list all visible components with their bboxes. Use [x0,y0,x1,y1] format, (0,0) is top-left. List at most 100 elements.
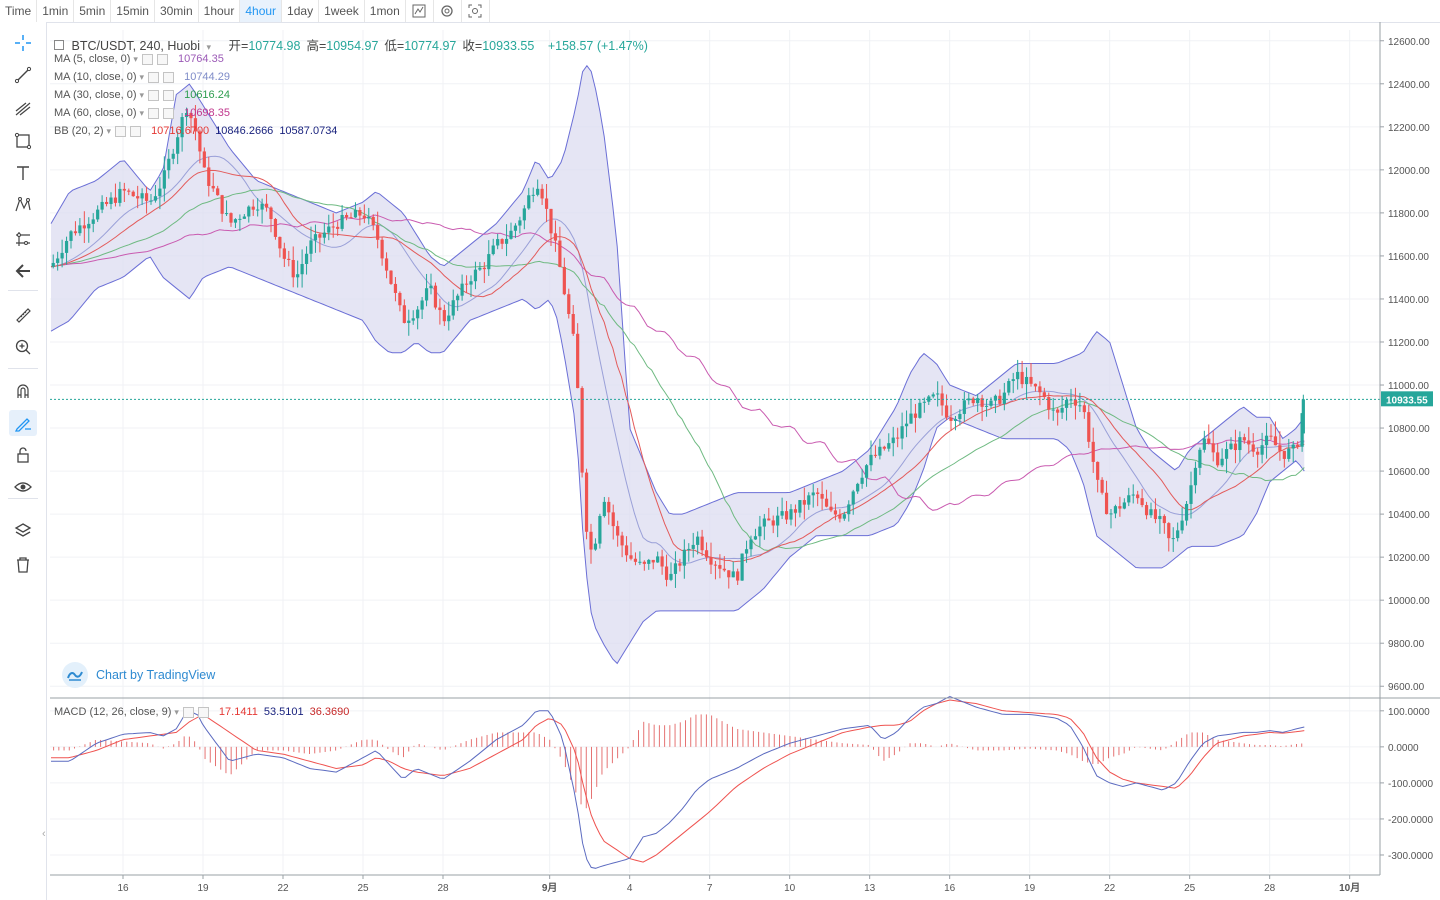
indicator-settings-icon[interactable] [182,706,194,718]
candle [1251,433,1255,457]
candle [300,249,304,288]
candle [184,107,189,126]
timeframe-4hour[interactable]: 4hour [240,0,283,22]
candle [282,242,286,267]
ohlc-label: 低= [384,39,405,53]
time-tick-label: 28 [1264,883,1276,894]
lock-icon[interactable] [9,442,37,468]
price-tick-label: 10800.00 [1388,424,1430,435]
indicator-name[interactable]: MA (10, close, 0) [54,71,137,83]
candle [807,492,811,510]
magnet-icon[interactable] [9,378,37,404]
indicator-legend[interactable]: MA (10, close, 0) ▾ 10744.29 [54,71,230,83]
timeframe-5min[interactable]: 5min [74,0,112,22]
macd-tick-label: -100.0000 [1388,779,1433,790]
chevron-down-icon[interactable]: ▾ [139,89,145,100]
candle [607,497,611,525]
indicator-close-icon[interactable] [163,107,175,119]
tradingview-watermark[interactable]: Chart by TradingView [62,662,215,688]
eye-icon[interactable] [9,474,37,500]
settings-icon[interactable] [434,0,462,22]
candle [500,238,504,250]
candle [771,515,775,534]
candle [340,205,344,232]
candle [1180,507,1184,534]
indicator-settings-icon[interactable] [115,125,127,137]
timeframe-1mon[interactable]: 1mon [365,0,406,22]
back-arrow-icon[interactable] [9,258,37,284]
candle [860,468,864,489]
screenshot-icon[interactable] [462,0,490,22]
indicator-name[interactable]: MA (5, close, 0) [54,53,131,65]
timeframe-1hour[interactable]: 1hour [199,0,241,22]
indicator-name[interactable]: MACD (12, 26, close, 9) [54,706,172,718]
trend-line-icon[interactable] [9,62,37,88]
layers-icon[interactable] [9,518,37,544]
indicator-name[interactable]: MA (60, close, 0) [54,107,137,119]
timeframe-1day[interactable]: 1day [282,0,320,22]
indicator-close-icon[interactable] [130,125,142,137]
pattern-icon[interactable] [9,192,37,218]
chevron-down-icon[interactable]: ▾ [106,125,112,136]
candle [358,207,362,226]
indicator-settings-icon[interactable] [141,53,153,65]
chevron-down-icon[interactable]: ▾ [206,42,212,52]
indicator-settings-icon[interactable] [148,89,160,101]
macd-legend[interactable]: MACD (12, 26, close, 9) ▾ 17.1411 53.5101 36… [54,706,349,718]
text-icon[interactable] [9,160,37,186]
symbol-name[interactable]: BTC/USDT, 240, Huobi [71,39,201,53]
projection-icon[interactable] [9,226,37,252]
candle [664,554,669,587]
crosshair-icon[interactable] [9,30,37,56]
indicator-close-icon[interactable] [163,71,175,83]
timeframe-1min[interactable]: 1min [37,0,75,22]
chevron-down-icon[interactable]: ▾ [133,53,138,64]
indicator-icon[interactable] [406,0,434,22]
candle [1278,431,1282,461]
zoom-in-icon[interactable] [9,334,37,360]
collapse-icon[interactable] [54,40,64,50]
indicator-legend[interactable]: MA (30, close, 0) ▾ 10616.24 [54,89,230,101]
candle [153,185,158,203]
timeframe-1week[interactable]: 1week [319,0,365,22]
price-tick-label: 11000.00 [1388,381,1429,392]
candle [51,254,55,269]
chevron-down-icon[interactable]: ▾ [174,706,179,717]
price-tick-label: 10600.00 [1388,467,1430,478]
fib-retracement-icon[interactable] [9,96,37,122]
chevron-down-icon[interactable]: ▾ [139,71,145,82]
candle [1064,397,1069,421]
indicator-legend[interactable]: BB (20, 2) ▾ 10716.6700 10846.2666 10587.073… [54,125,337,137]
indicator-legend[interactable]: MA (5, close, 0) ▾ 10764.35 [54,53,224,65]
candle [816,488,820,507]
stay-in-drawing-mode-icon[interactable] [9,410,37,436]
indicator-settings-icon[interactable] [148,107,160,119]
candle [464,275,469,294]
indicator-settings-icon[interactable] [148,71,160,83]
candle [682,539,686,579]
candle [927,395,931,405]
collapse-toolbar-icon[interactable]: ‹ [42,828,46,840]
indicator-name[interactable]: MA (30, close, 0) [54,89,137,101]
candle [96,205,100,222]
timeframe-time[interactable]: Time [0,0,38,22]
timeframe-30min[interactable]: 30min [155,0,199,22]
time-tick-label: 16 [117,883,129,894]
indicator-close-icon[interactable] [163,89,175,101]
timeframe-15min[interactable]: 15min [111,0,155,22]
indicator-close-icon[interactable] [156,53,168,65]
candle [429,273,433,295]
candle [780,497,784,520]
chevron-down-icon[interactable]: ▾ [139,107,145,118]
indicator-name[interactable]: BB (20, 2) [54,125,104,137]
indicator-close-icon[interactable] [197,706,209,718]
ruler-icon[interactable] [9,302,37,328]
candle [1296,441,1300,450]
time-tick-label: 22 [1104,883,1116,894]
toolbar-divider [8,498,38,499]
trash-icon[interactable] [9,552,37,578]
rectangle-icon[interactable] [9,128,37,154]
candle [1038,381,1042,406]
indicator-legend[interactable]: MA (60, close, 0) ▾ 10698.35 [54,107,230,119]
